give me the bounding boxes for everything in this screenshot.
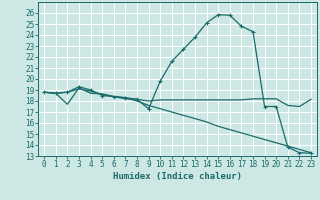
X-axis label: Humidex (Indice chaleur): Humidex (Indice chaleur) — [113, 172, 242, 181]
